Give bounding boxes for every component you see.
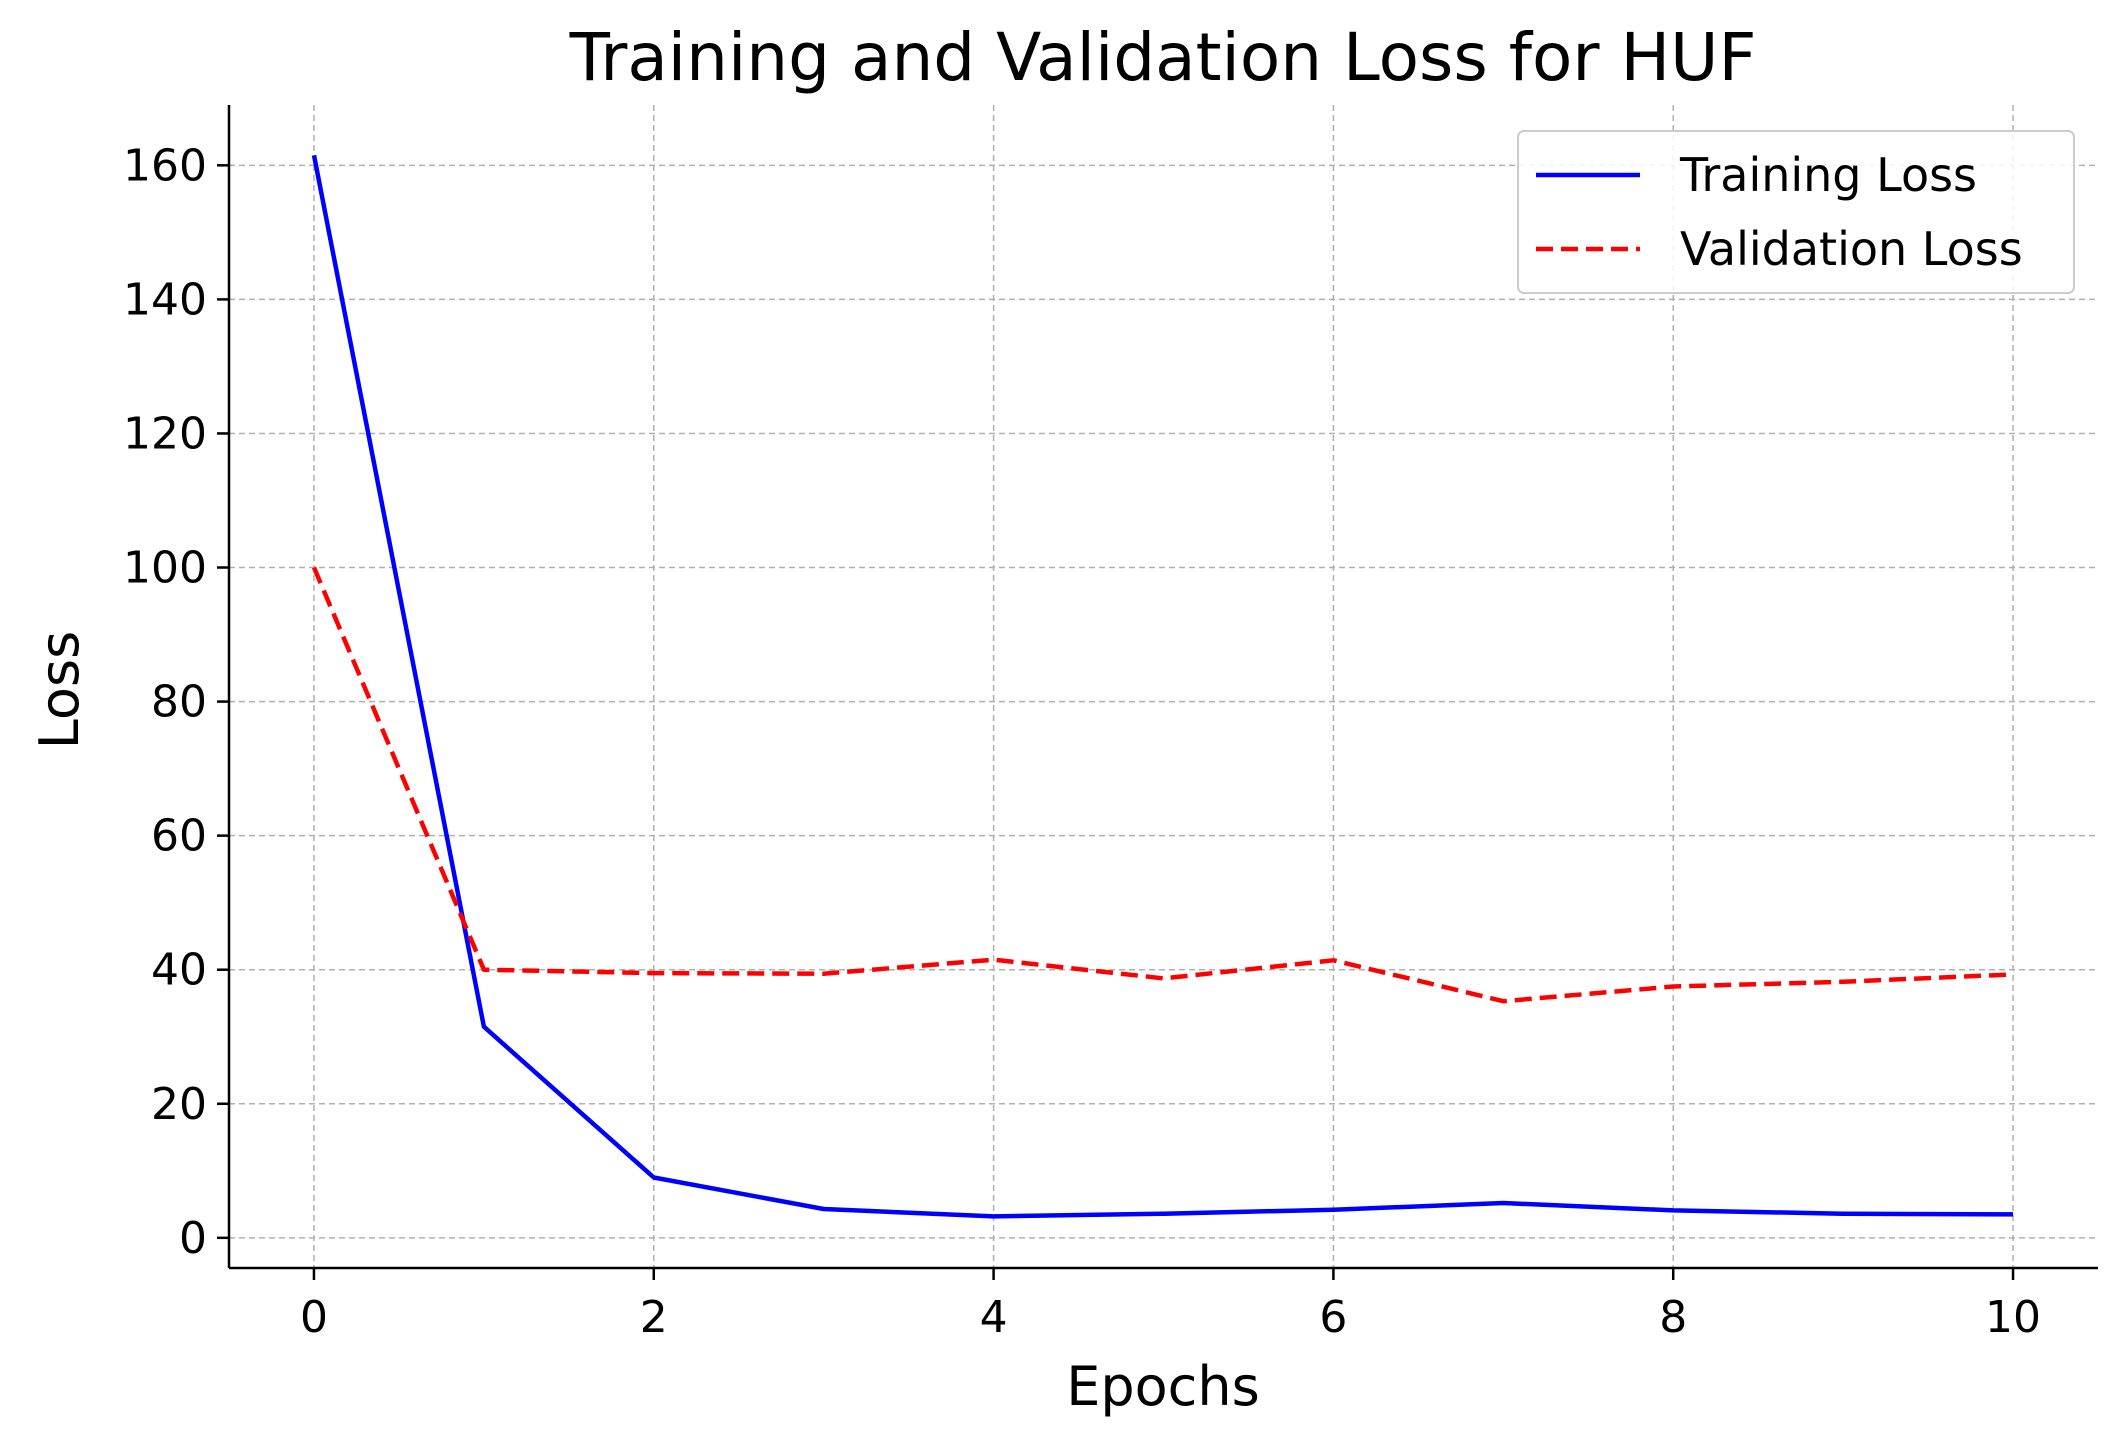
series-line-validation-loss (311, 566, 2014, 1004)
y-tick-label: 100 (123, 543, 207, 594)
chart-title: Training and Validation Loss for HUF (569, 19, 1757, 96)
y-tick-label: 60 (151, 811, 207, 862)
legend-label: Training Loss (1679, 148, 1977, 202)
y-tick-label: 120 (123, 408, 207, 459)
y-tick-label: 160 (123, 140, 207, 191)
series-layer (311, 154, 2014, 1219)
x-tick-label: 8 (1659, 1292, 1687, 1343)
y-axis-ticks: 0 20 40 60 80 100 120 140 160 (123, 140, 229, 1264)
legend-box (1517, 130, 2075, 294)
y-tick-label: 140 (123, 274, 207, 325)
y-tick-label: 0 (179, 1213, 207, 1264)
x-axis-ticks: 0 2 4 6 8 10 (300, 1268, 2041, 1343)
x-tick-label: 0 (300, 1292, 328, 1343)
legend: Training Loss Validation Loss (1517, 130, 2075, 294)
legend-label: Validation Loss (1680, 222, 2023, 276)
y-tick-label: 40 (151, 945, 207, 996)
x-axis-label: Epochs (1066, 1355, 1259, 1418)
y-tick-label: 80 (151, 677, 207, 728)
x-tick-label: 4 (980, 1292, 1008, 1343)
series-line-training-loss (311, 154, 2014, 1219)
x-tick-label: 6 (1319, 1292, 1347, 1343)
y-axis-label: Loss (28, 631, 91, 749)
grid-lines (229, 105, 2098, 1268)
y-tick-label: 20 (151, 1079, 207, 1130)
x-tick-label: 10 (1985, 1292, 2041, 1343)
x-tick-label: 2 (640, 1292, 668, 1343)
